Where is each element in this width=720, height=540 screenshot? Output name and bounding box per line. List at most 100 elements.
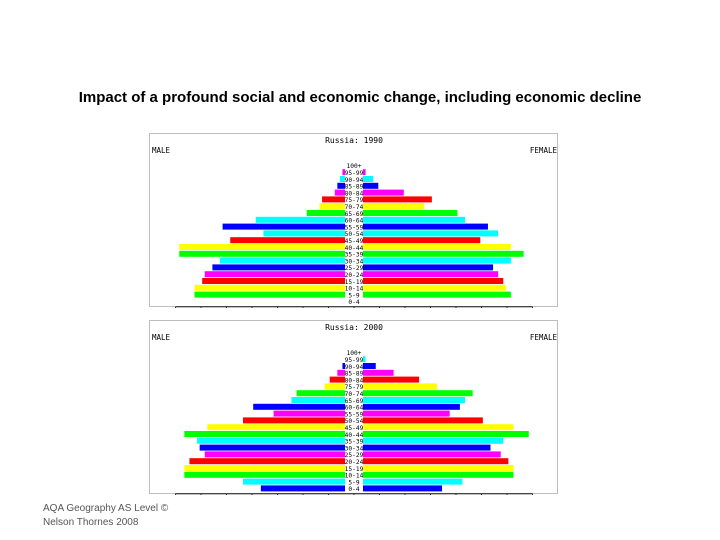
female-bar [363, 250, 524, 257]
age-label: 75-79 [345, 384, 364, 391]
male-bar [324, 383, 345, 390]
female-bar [363, 237, 481, 244]
age-label: 5-9 [348, 479, 359, 486]
male-bar [184, 471, 345, 478]
male-bar [212, 264, 345, 271]
male-bar [296, 390, 345, 397]
chart-title: Russia: 2000 [325, 323, 383, 332]
female-bar [363, 431, 529, 437]
age-label: 50-54 [345, 231, 364, 238]
male-bar [179, 244, 345, 250]
female-bar [363, 485, 443, 492]
male-bar [179, 250, 345, 257]
female-bar [363, 203, 425, 210]
male-bar [194, 284, 345, 291]
age-label: 85-89 [345, 184, 364, 191]
female-bar [363, 223, 488, 230]
female-bar [363, 169, 366, 176]
female-bar [363, 278, 504, 284]
pyramid-chart-2000-svg: Russia: 2000 MALE FEMALE 100+95-9990-9485-8… [152, 323, 558, 495]
male-bar [291, 397, 345, 403]
age-label: 10-14 [345, 286, 364, 293]
male-bar [204, 271, 345, 278]
age-label: 20-24 [345, 459, 364, 466]
female-bar [363, 390, 473, 397]
female-bar [363, 210, 458, 216]
female-bar [363, 383, 437, 390]
female-bar [363, 271, 499, 278]
female-bar [363, 424, 514, 431]
age-label: 90-94 [345, 177, 364, 184]
age-label: 25-29 [345, 265, 364, 272]
age-label: 55-59 [345, 224, 364, 231]
pyramid-chart-2000: Russia: 2000 MALE FEMALE 100+ 95-99 90-94 85-8… [149, 320, 558, 495]
female-bar [363, 216, 465, 223]
age-label: 10-14 [345, 473, 364, 480]
male-bar [184, 465, 345, 471]
male-bar [199, 444, 345, 451]
age-label: 100+ [347, 163, 362, 170]
female-bar [363, 291, 511, 298]
female-bar [363, 196, 432, 203]
age-label: 15-19 [345, 279, 364, 286]
age-label: 55-59 [345, 411, 364, 418]
male-bar [197, 437, 345, 444]
male-bar [260, 485, 345, 492]
female-bar [363, 444, 491, 451]
male-bar [339, 176, 345, 182]
male-bar [243, 478, 345, 485]
male-bar [329, 376, 345, 383]
male-bar [189, 458, 345, 465]
pyramid-chart-1990-svg: Russia: 1990 MALE FEMALE 100+95-9990-9485-8… [152, 136, 558, 308]
female-label: FEMALE [530, 333, 558, 342]
male-bar [184, 431, 345, 437]
age-label: 35-39 [345, 252, 364, 259]
female-bar [363, 410, 450, 417]
female-bar [363, 257, 511, 264]
age-label: 60-64 [345, 405, 364, 412]
female-bar [363, 363, 376, 369]
pyramid-chart-1990: Russia: 1990 MALE FEMALE 100+ 95-99 90-94 85-8… [149, 133, 558, 308]
male-bar [207, 424, 345, 431]
age-label: 40-44 [345, 432, 364, 439]
male-label: MALE [152, 333, 171, 342]
female-label: FEMALE [530, 146, 558, 155]
age-label: 25-29 [345, 452, 364, 459]
age-label: 40-44 [345, 245, 364, 252]
female-bar [363, 403, 460, 410]
slide-title: Impact of a profound social and economic… [78, 89, 642, 106]
age-label: 90-94 [345, 364, 364, 371]
male-bar [255, 216, 345, 223]
age-label: 5-9 [348, 292, 359, 299]
male-bar [319, 203, 345, 210]
female-bar [363, 397, 465, 403]
female-bar [363, 458, 509, 465]
female-bar [363, 230, 499, 237]
female-bar [363, 369, 394, 376]
age-label: 70-74 [345, 391, 364, 398]
male-bar [337, 369, 345, 376]
male-bar [204, 451, 345, 458]
female-bar [363, 189, 404, 196]
male-bar [342, 169, 345, 176]
age-label: 45-49 [345, 238, 364, 245]
age-label: 100+ [347, 350, 362, 357]
female-bar [363, 478, 463, 485]
chart-title: Russia: 1990 [325, 136, 383, 145]
female-bar [363, 376, 420, 383]
age-label: 0-4 [348, 299, 359, 306]
age-label: 50-54 [345, 418, 364, 425]
female-bar [363, 437, 504, 444]
age-label: 80-84 [345, 190, 364, 197]
male-bar [202, 278, 345, 284]
male-bar [194, 291, 345, 298]
male-bar [334, 189, 345, 196]
female-bar [363, 176, 374, 182]
female-bar [363, 471, 514, 478]
age-label: 45-49 [345, 425, 364, 432]
male-bar [220, 257, 345, 264]
footer-line-1: AQA Geography AS Level © [43, 503, 169, 514]
age-label: 30-34 [345, 445, 364, 452]
female-bar [363, 264, 494, 271]
female-bar [363, 182, 379, 189]
